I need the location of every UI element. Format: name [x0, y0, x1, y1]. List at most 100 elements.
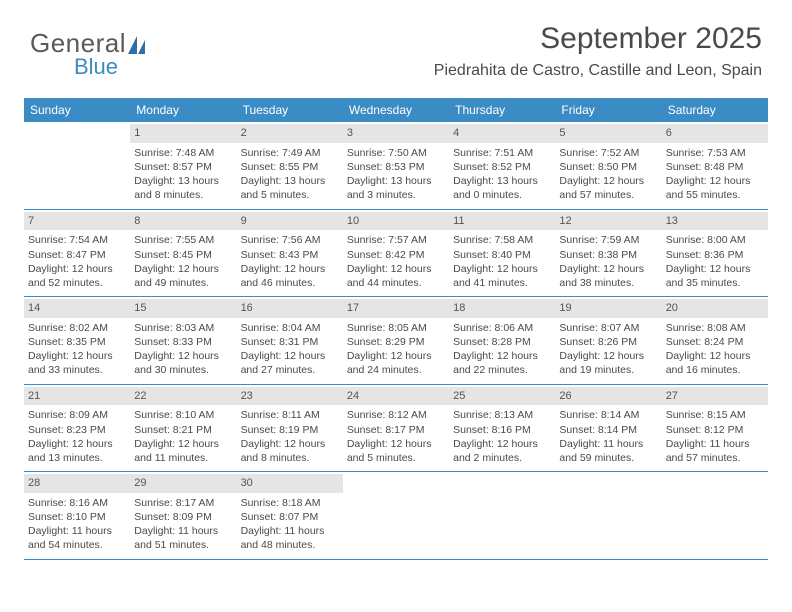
- day-number: 14: [24, 299, 130, 318]
- sunset-text: Sunset: 8:36 PM: [666, 248, 764, 262]
- daylight-text: Daylight: 12 hours: [28, 262, 126, 276]
- day-number: 1: [130, 124, 236, 143]
- daylight-text: Daylight: 12 hours: [241, 349, 339, 363]
- sunset-text: Sunset: 8:57 PM: [134, 160, 232, 174]
- sunset-text: Sunset: 8:31 PM: [241, 335, 339, 349]
- sunset-text: Sunset: 8:10 PM: [28, 510, 126, 524]
- day-cell: 8Sunrise: 7:55 AMSunset: 8:45 PMDaylight…: [130, 210, 236, 297]
- daylight-text: and 35 minutes.: [666, 276, 764, 290]
- sunrise-text: Sunrise: 8:00 AM: [666, 233, 764, 247]
- day-cell: 17Sunrise: 8:05 AMSunset: 8:29 PMDayligh…: [343, 297, 449, 384]
- daylight-text: and 22 minutes.: [453, 363, 551, 377]
- sunrise-text: Sunrise: 7:59 AM: [559, 233, 657, 247]
- day-cell: 9Sunrise: 7:56 AMSunset: 8:43 PMDaylight…: [237, 210, 343, 297]
- day-cell: 22Sunrise: 8:10 AMSunset: 8:21 PMDayligh…: [130, 385, 236, 472]
- daylight-text: and 57 minutes.: [666, 451, 764, 465]
- sunset-text: Sunset: 8:48 PM: [666, 160, 764, 174]
- day-cell: 12Sunrise: 7:59 AMSunset: 8:38 PMDayligh…: [555, 210, 661, 297]
- day-cell: 7Sunrise: 7:54 AMSunset: 8:47 PMDaylight…: [24, 210, 130, 297]
- daylight-text: and 46 minutes.: [241, 276, 339, 290]
- day-cell: 4Sunrise: 7:51 AMSunset: 8:52 PMDaylight…: [449, 122, 555, 209]
- daylight-text: and 49 minutes.: [134, 276, 232, 290]
- day-cell: [343, 472, 449, 559]
- week-row: 21Sunrise: 8:09 AMSunset: 8:23 PMDayligh…: [24, 385, 768, 473]
- daylight-text: Daylight: 12 hours: [666, 262, 764, 276]
- dow-cell: Friday: [555, 98, 661, 122]
- daylight-text: Daylight: 12 hours: [241, 437, 339, 451]
- day-number: 12: [555, 212, 661, 231]
- day-cell: 26Sunrise: 8:14 AMSunset: 8:14 PMDayligh…: [555, 385, 661, 472]
- sunrise-text: Sunrise: 8:18 AM: [241, 496, 339, 510]
- daylight-text: and 33 minutes.: [28, 363, 126, 377]
- sunrise-text: Sunrise: 7:56 AM: [241, 233, 339, 247]
- day-number: 27: [662, 387, 768, 406]
- sunrise-text: Sunrise: 7:55 AM: [134, 233, 232, 247]
- sunset-text: Sunset: 8:07 PM: [241, 510, 339, 524]
- day-cell: 14Sunrise: 8:02 AMSunset: 8:35 PMDayligh…: [24, 297, 130, 384]
- daylight-text: and 5 minutes.: [241, 188, 339, 202]
- sunrise-text: Sunrise: 8:08 AM: [666, 321, 764, 335]
- daylight-text: and 38 minutes.: [559, 276, 657, 290]
- sunset-text: Sunset: 8:19 PM: [241, 423, 339, 437]
- day-number: 30: [237, 474, 343, 493]
- daylight-text: Daylight: 11 hours: [134, 524, 232, 538]
- day-of-week-header: SundayMondayTuesdayWednesdayThursdayFrid…: [24, 98, 768, 122]
- sunrise-text: Sunrise: 7:48 AM: [134, 146, 232, 160]
- dow-cell: Sunday: [24, 98, 130, 122]
- day-number: 22: [130, 387, 236, 406]
- daylight-text: Daylight: 12 hours: [453, 262, 551, 276]
- sunset-text: Sunset: 8:12 PM: [666, 423, 764, 437]
- daylight-text: Daylight: 12 hours: [347, 349, 445, 363]
- day-number: 19: [555, 299, 661, 318]
- daylight-text: Daylight: 13 hours: [347, 174, 445, 188]
- daylight-text: Daylight: 12 hours: [241, 262, 339, 276]
- day-number: 18: [449, 299, 555, 318]
- sunrise-text: Sunrise: 8:15 AM: [666, 408, 764, 422]
- sunset-text: Sunset: 8:09 PM: [134, 510, 232, 524]
- daylight-text: and 16 minutes.: [666, 363, 764, 377]
- sunset-text: Sunset: 8:33 PM: [134, 335, 232, 349]
- sunset-text: Sunset: 8:40 PM: [453, 248, 551, 262]
- sunrise-text: Sunrise: 8:03 AM: [134, 321, 232, 335]
- sunrise-text: Sunrise: 8:10 AM: [134, 408, 232, 422]
- daylight-text: and 5 minutes.: [347, 451, 445, 465]
- sunrise-text: Sunrise: 7:54 AM: [28, 233, 126, 247]
- day-cell: 11Sunrise: 7:58 AMSunset: 8:40 PMDayligh…: [449, 210, 555, 297]
- day-number: 2: [237, 124, 343, 143]
- week-row: 1 Sunrise: 7:48 AMSunset: 8:57 PM Daylight…: [24, 122, 768, 210]
- dow-cell: Monday: [130, 98, 236, 122]
- header: September 2025 Piedrahita de Castro, Cas…: [434, 22, 762, 80]
- sunrise-text: Sunrise: 7:52 AM: [559, 146, 657, 160]
- day-number: 21: [24, 387, 130, 406]
- daylight-text: and 30 minutes.: [134, 363, 232, 377]
- daylight-text: and 54 minutes.: [28, 538, 126, 552]
- sunrise-text: Sunrise: 8:06 AM: [453, 321, 551, 335]
- sunset-text: Sunset: 8:35 PM: [28, 335, 126, 349]
- month-title: September 2025: [434, 22, 762, 56]
- location-subtitle: Piedrahita de Castro, Castille and Leon,…: [434, 62, 762, 80]
- day-cell: 28Sunrise: 8:16 AMSunset: 8:10 PMDayligh…: [24, 472, 130, 559]
- day-number: 13: [662, 212, 768, 231]
- sunset-text: Sunset: 8:45 PM: [134, 248, 232, 262]
- daylight-text: Daylight: 12 hours: [666, 349, 764, 363]
- daylight-text: and 52 minutes.: [28, 276, 126, 290]
- day-number: 5: [555, 124, 661, 143]
- sunrise-text: Sunrise: 7:50 AM: [347, 146, 445, 160]
- sunset-text: Sunset: 8:21 PM: [134, 423, 232, 437]
- sunset-text: Sunset: 8:23 PM: [28, 423, 126, 437]
- sunset-text: Sunset: 8:14 PM: [559, 423, 657, 437]
- daylight-text: and 3 minutes.: [347, 188, 445, 202]
- sunrise-text: Sunrise: 8:12 AM: [347, 408, 445, 422]
- daylight-text: and 41 minutes.: [453, 276, 551, 290]
- day-number: 24: [343, 387, 449, 406]
- sunset-text: Sunset: 8:53 PM: [347, 160, 445, 174]
- daylight-text: Daylight: 12 hours: [453, 349, 551, 363]
- day-cell: 27Sunrise: 8:15 AMSunset: 8:12 PMDayligh…: [662, 385, 768, 472]
- day-number: 7: [24, 212, 130, 231]
- day-cell: 20Sunrise: 8:08 AMSunset: 8:24 PMDayligh…: [662, 297, 768, 384]
- day-number: 23: [237, 387, 343, 406]
- daylight-text: Daylight: 12 hours: [134, 349, 232, 363]
- daylight-text: Daylight: 13 hours: [453, 174, 551, 188]
- daylight-text: and 11 minutes.: [134, 451, 232, 465]
- day-cell: 6Sunrise: 7:53 AMSunset: 8:48 PMDaylight…: [662, 122, 768, 209]
